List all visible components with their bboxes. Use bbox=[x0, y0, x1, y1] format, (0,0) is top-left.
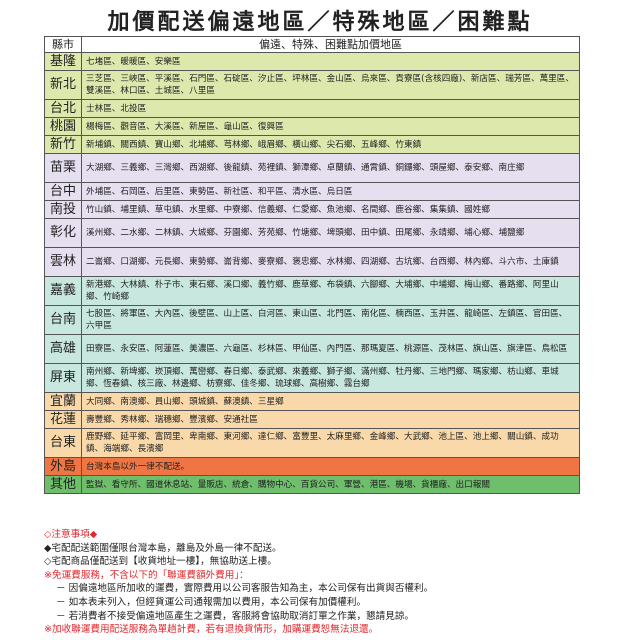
table-row: 新北 三芝區、三峽區、平溪區、石門區、石碇區、汐止區、坪林區、金山區、烏來區、貢寮… bbox=[44, 70, 580, 100]
county-cell: 嘉義 bbox=[44, 276, 82, 306]
note-line: － 如本表未列入，但經貨運公司通報需加以費用，本公司保有加價權利。 bbox=[56, 596, 367, 608]
areas-cell: 竹山鎮、埔里鎮、草屯鎮、水里鄉、中寮鄉、信義鄉、仁愛鄉、魚池鄉、名間鄉、鹿谷鄉、… bbox=[81, 200, 580, 219]
areas-cell: 外埔區、石岡區、后里區、東勢區、新社區、和平區、清水區、烏日區 bbox=[81, 182, 580, 201]
table-row: 苗栗 大湖鄉、三義鄉、三灣鄉、西湖鄉、後龍鎮、苑裡鎮、獅潭鄉、卓蘭鎮、通霄鎮、銅鑼… bbox=[44, 153, 580, 183]
county-cell: 新北 bbox=[44, 70, 82, 100]
surcharge-area-table: 縣市 偏遠、特殊、困難點加價地區 基隆 七堵區、暖暖區、安樂區 新北 三芝區、三峽區、… bbox=[44, 36, 580, 494]
header-county: 縣市 bbox=[44, 36, 82, 53]
areas-cell: 溪州鄉、二水鄉、二林鎮、大城鄉、芬園鄉、芳苑鄉、竹塘鄉、埤頭鄉、田中鎮、田尾鄉、… bbox=[81, 218, 580, 248]
areas-cell: 大湖鄉、三義鄉、三灣鄉、西湖鄉、後龍鎮、苑裡鎮、獅潭鄉、卓蘭鎮、通霄鎮、銅鑼鄉、… bbox=[81, 153, 580, 183]
county-cell: 宜蘭 bbox=[44, 392, 82, 411]
note-line: － 若消費者不接受偏遠地區產生之運費，客服將會協助取消訂單之作業，懇請見諒。 bbox=[56, 610, 415, 622]
county-cell: 其他 bbox=[44, 475, 82, 494]
table-row: 高雄 田寮區、永安區、阿蓮區、美濃區、六龜區、杉林區、甲仙區、內門區、那瑪夏區、桃… bbox=[44, 334, 580, 364]
county-cell: 彰化 bbox=[44, 218, 82, 248]
note-line: ◇宅配商品僅配送到【收貨地址一樓】，無協助送上樓。 bbox=[44, 556, 277, 568]
areas-cell: 南州鄉、新埤鄉、崁頂鄉、萬巒鄉、春日鄉、泰武鄉、來義鄉、獅子鄉、滿州鄉、牡丹鄉、… bbox=[81, 363, 580, 393]
table-row: 新竹 新埔鎮、關西鎮、寶山鄉、北埔鄉、芎林鄉、峨眉鄉、橫山鄉、尖石鄉、五峰鄉、竹東… bbox=[44, 135, 580, 154]
areas-cell: 大同鄉、南澳鄉、員山鄉、頭城鎮、蘇澳鎮、三星鄉 bbox=[81, 392, 580, 411]
table-row: 外島 台灣本島以外一律不配送。 bbox=[44, 457, 580, 476]
table-row: 屏東 南州鄉、新埤鄉、崁頂鄉、萬巒鄉、春日鄉、泰武鄉、來義鄉、獅子鄉、滿州鄉、牡丹… bbox=[44, 363, 580, 393]
county-cell: 台北 bbox=[44, 99, 82, 118]
table-row: 南投 竹山鎮、埔里鎮、草屯鎮、水里鄉、中寮鄉、信義鄉、仁愛鄉、魚池鄉、名間鄉、鹿谷… bbox=[44, 200, 580, 219]
page-title: 加價配送偏遠地區／特殊地區／困難點 bbox=[107, 10, 533, 35]
table-row: 台東 鹿野鄉、延平鄉、富岡里、卑南鄉、東河鄉、達仁鄉、富豐里、太麻里鄉、金峰鄉、大… bbox=[44, 428, 580, 458]
areas-cell: 士林區、北投區 bbox=[81, 99, 580, 118]
county-cell: 雲林 bbox=[44, 247, 82, 277]
table-row: 花蓮 壽豐鄉、秀林鄉、瑞穗鄉、豐濱鄉、安通社區 bbox=[44, 410, 580, 429]
table-row: 台南 七股區、將軍區、大內區、後壁區、山上區、白河區、東山區、北門區、南化區、楠西… bbox=[44, 305, 580, 335]
areas-cell: 新埔鎮、關西鎮、寶山鄉、北埔鄉、芎林鄉、峨眉鄉、橫山鄉、尖石鄉、五峰鄉、竹東鎮 bbox=[81, 135, 580, 154]
areas-cell: 監獄、看守所、國道休息站、量販店、統倉、購物中心、百貨公司、軍營、港區、機場、貨… bbox=[81, 475, 580, 494]
table-row: 台中 外埔區、石岡區、后里區、東勢區、新社區、和平區、清水區、烏日區 bbox=[44, 182, 580, 201]
areas-cell: 田寮區、永安區、阿蓮區、美濃區、六龜區、杉林區、甲仙區、內門區、那瑪夏區、桃源區… bbox=[81, 334, 580, 364]
areas-cell: 鹿野鄉、延平鄉、富岡里、卑南鄉、東河鄉、達仁鄉、富豐里、太麻里鄉、金峰鄉、大武鄉… bbox=[81, 428, 580, 458]
table-row: 彰化 溪州鄉、二水鄉、二林鎮、大城鄉、芬園鄉、芳苑鄉、竹塘鄉、埤頭鄉、田中鎮、田尾… bbox=[44, 218, 580, 248]
county-cell: 屏東 bbox=[44, 363, 82, 393]
county-cell: 台南 bbox=[44, 305, 82, 335]
table-row: 嘉義 新港鄉、大林鎮、朴子市、東石鄉、溪口鄉、義竹鄉、鹿草鄉、布袋鎮、六腳鄉、大埔… bbox=[44, 276, 580, 306]
county-cell: 台中 bbox=[44, 182, 82, 201]
county-cell: 高雄 bbox=[44, 334, 82, 364]
table-row: 宜蘭 大同鄉、南澳鄉、員山鄉、頭城鎮、蘇澳鎮、三星鄉 bbox=[44, 392, 580, 411]
county-cell: 花蓮 bbox=[44, 410, 82, 429]
table-header-row: 縣市 偏遠、特殊、困難點加價地區 bbox=[44, 36, 580, 53]
areas-cell: 壽豐鄉、秀林鄉、瑞穗鄉、豐濱鄉、安通社區 bbox=[81, 410, 580, 429]
note-line: ※免運費服務，不含以下的「聯運費額外費用」： bbox=[44, 569, 249, 581]
county-cell: 台東 bbox=[44, 428, 82, 458]
table-row: 其他 監獄、看守所、國道休息站、量販店、統倉、購物中心、百貨公司、軍營、港區、機場… bbox=[44, 475, 580, 494]
notes-heading: ◇注意事項◆ bbox=[44, 529, 98, 540]
county-cell: 南投 bbox=[44, 200, 82, 219]
table-row: 基隆 七堵區、暖暖區、安樂區 bbox=[44, 52, 580, 71]
note-line: ◆宅配配送範圍僅限台灣本島，離島及外島一律不配送。 bbox=[44, 542, 282, 554]
note-line: － 因偏遠地區所加收的運費，實際費用以公司客服告知為主，本公司保有出貨與否權利。 bbox=[56, 583, 434, 595]
note-line: ※加收聯運費用配送服務為單趟計費，若有退換貨情形，加購運費恕無法退還。 bbox=[44, 624, 379, 636]
header-areas: 偏遠、特殊、困難點加價地區 bbox=[81, 36, 580, 53]
areas-cell: 新港鄉、大林鎮、朴子市、東石鄉、溪口鄉、義竹鄉、鹿草鄉、布袋鎮、六腳鄉、大埔鄉、… bbox=[81, 276, 580, 306]
county-cell: 基隆 bbox=[44, 52, 82, 71]
areas-cell: 台灣本島以外一律不配送。 bbox=[81, 457, 580, 476]
county-cell: 苗栗 bbox=[44, 153, 82, 183]
table-row: 台北 士林區、北投區 bbox=[44, 99, 580, 118]
table-row: 桃園 楊梅區、觀音區、大溪區、新屋區、龜山區、復興區 bbox=[44, 117, 580, 136]
county-cell: 桃園 bbox=[44, 117, 82, 136]
county-cell: 新竹 bbox=[44, 135, 82, 154]
areas-cell: 七堵區、暖暖區、安樂區 bbox=[81, 52, 580, 71]
county-cell: 外島 bbox=[44, 457, 82, 476]
notes-section: ◇注意事項◆ ◆宅配配送範圍僅限台灣本島，離島及外島一律不配送。 ◇宅配商品僅配… bbox=[44, 528, 433, 637]
table-row: 雲林 二崙鄉、口湖鄉、元長鄉、東勢鄉、崙背鄉、麥寮鄉、褒忠鄉、水林鄉、四湖鄉、古坑… bbox=[44, 247, 580, 277]
areas-cell: 二崙鄉、口湖鄉、元長鄉、東勢鄉、崙背鄉、麥寮鄉、褒忠鄉、水林鄉、四湖鄉、古坑鄉、… bbox=[81, 247, 580, 277]
areas-cell: 楊梅區、觀音區、大溪區、新屋區、龜山區、復興區 bbox=[81, 117, 580, 136]
areas-cell: 三芝區、三峽區、平溪區、石門區、石碇區、汐止區、坪林區、金山區、烏來區、貢寮區(… bbox=[81, 70, 580, 100]
areas-cell: 七股區、將軍區、大內區、後壁區、山上區、白河區、東山區、北門區、南化區、楠西區、… bbox=[81, 305, 580, 335]
